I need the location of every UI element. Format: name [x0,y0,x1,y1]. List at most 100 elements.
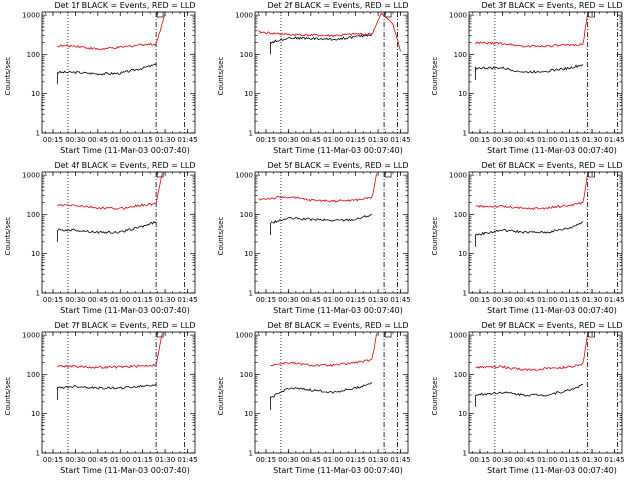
x-axis-label: Start Time (11-Mar-03 00:07:40) [273,306,403,315]
y-tick-label: 1000 [235,332,253,340]
chart-title: Det 4f BLACK = Events, RED = LLD [54,161,196,170]
x-tick-label: 01:45 [390,456,410,464]
y-tick-label: 100 [27,51,40,59]
y-tick-label: 10 [244,250,253,258]
x-tick-label: 01:15 [560,456,580,464]
x-tick-label: 00:45 [88,296,108,304]
plot-frame [468,331,623,454]
y-tick-label: 1 [249,450,253,458]
chart-title: Det 9f BLACK = Events, RED = LLD [481,321,623,330]
x-tick-label: 01:15 [560,296,580,304]
plot-frame [254,331,409,454]
chart-title: Det 5f BLACK = Events, RED = LLD [267,161,409,170]
lld-series-line [258,173,377,203]
chart-title: Det 2f BLACK = Events, RED = LLD [267,1,409,10]
chart-title: Det 7f BLACK = Events, RED = LLD [54,321,196,330]
y-tick-label: 1 [36,450,40,458]
x-tick-label: 00:15 [256,136,276,144]
x-tick-label: 00:45 [301,456,321,464]
lld-series-line [258,12,401,52]
chart-plot: 1 10 100 1000 00:15 00:30 00:45 01:00 01:15 01:30… [235,171,411,304]
y-tick-label: 10 [458,250,467,258]
x-tick-label: 00:30 [65,296,85,304]
y-tick-label: 10 [31,410,40,418]
x-tick-label: 00:45 [515,456,535,464]
y-tick-label: 1000 [449,332,467,340]
chart-plot: 1 10 100 1000 00:15 00:30 00:45 01:00 01:15 01:30… [449,11,625,144]
y-tick-label: 10 [458,90,467,98]
x-tick-label: 01:30 [582,456,602,464]
y-tick-label: 1000 [235,12,253,20]
x-tick-label: 00:15 [470,456,490,464]
y-tick-label: 1 [463,450,467,458]
chart-plot: 1 10 100 1000 00:15 00:30 00:45 01:00 01:15 01:30… [22,171,198,304]
x-tick-label: 01:00 [537,456,557,464]
x-axis-label: Start Time (11-Mar-03 00:07:40) [273,466,403,475]
x-tick-label: 00:45 [301,136,321,144]
y-tick-label: 100 [454,51,467,59]
x-tick-label: 01:45 [604,136,624,144]
y-tick-label: 100 [240,51,253,59]
events-series-line [475,383,584,407]
x-tick-label: 01:45 [177,136,197,144]
y-tick-label: 100 [27,371,40,379]
chart-plot: 1 10 100 1000 00:15 00:30 00:45 01:00 01:15 01:30… [22,331,198,464]
plot-frame [41,11,196,134]
plot-frame [41,171,196,294]
lld-series-line [57,333,163,370]
x-tick-label: 00:30 [492,296,512,304]
x-tick-label: 00:15 [43,456,63,464]
y-tick-label: 100 [240,211,253,219]
chart-plot: 1 10 100 1000 00:15 00:30 00:45 01:00 01:15 01:30… [235,331,411,464]
x-tick-label: 00:15 [470,136,490,144]
x-tick-label: 01:00 [110,296,130,304]
x-axis-label: Start Time (11-Mar-03 00:07:40) [487,146,617,155]
x-tick-label: 01:15 [346,296,366,304]
events-series-line [57,220,157,242]
attenuator-marker [384,331,392,338]
attenuator-marker [156,11,164,18]
x-tick-label: 00:45 [515,296,535,304]
x-axis-label: Start Time (11-Mar-03 00:07:40) [487,306,617,315]
x-tick-label: 01:15 [133,296,153,304]
x-tick-label: 01:30 [155,296,175,304]
y-tick-label: 1 [463,290,467,298]
x-tick-label: 00:30 [278,456,298,464]
y-tick-label: 1 [463,130,467,138]
x-tick-label: 01:00 [110,456,130,464]
y-tick-label: 1000 [22,172,40,180]
plot-frame [468,171,623,294]
y-tick-label: 10 [244,410,253,418]
x-tick-label: 01:45 [390,296,410,304]
x-axis-label: Start Time (11-Mar-03 00:07:40) [273,146,403,155]
x-axis-label: Start Time (11-Mar-03 00:07:40) [60,466,190,475]
x-tick-label: 01:45 [177,456,197,464]
x-tick-label: 01:45 [604,456,624,464]
x-axis-label: Start Time (11-Mar-03 00:07:40) [487,466,617,475]
lld-series-line [475,13,588,48]
x-tick-label: 01:00 [323,296,343,304]
x-tick-label: 01:45 [390,136,410,144]
attenuator-marker [384,171,392,178]
x-tick-label: 00:30 [65,136,85,144]
chart-panel: Det 7f BLACK = Events, RED = LLD Counts/s… [0,320,213,480]
attenuator-marker [156,171,164,178]
x-tick-label: 00:15 [43,296,63,304]
y-tick-label: 1000 [22,332,40,340]
chart-plot: 1 10 100 1000 00:15 00:30 00:45 01:00 01:15 01:30… [449,331,625,464]
x-tick-label: 01:45 [177,296,197,304]
events-series-line [475,64,584,80]
x-tick-label: 00:45 [515,136,535,144]
y-tick-label: 100 [27,211,40,219]
plot-frame [41,331,196,454]
chart-title: Det 3f BLACK = Events, RED = LLD [481,1,623,10]
chart-panel: Det 1f BLACK = Events, RED = LLD Counts/s… [0,0,213,160]
attenuator-marker [384,11,392,18]
events-series-line [57,63,157,85]
x-tick-label: 01:30 [155,136,175,144]
lld-series-line [57,173,163,210]
x-tick-label: 01:30 [368,296,388,304]
attenuator-marker [588,331,595,338]
x-tick-label: 01:00 [537,296,557,304]
